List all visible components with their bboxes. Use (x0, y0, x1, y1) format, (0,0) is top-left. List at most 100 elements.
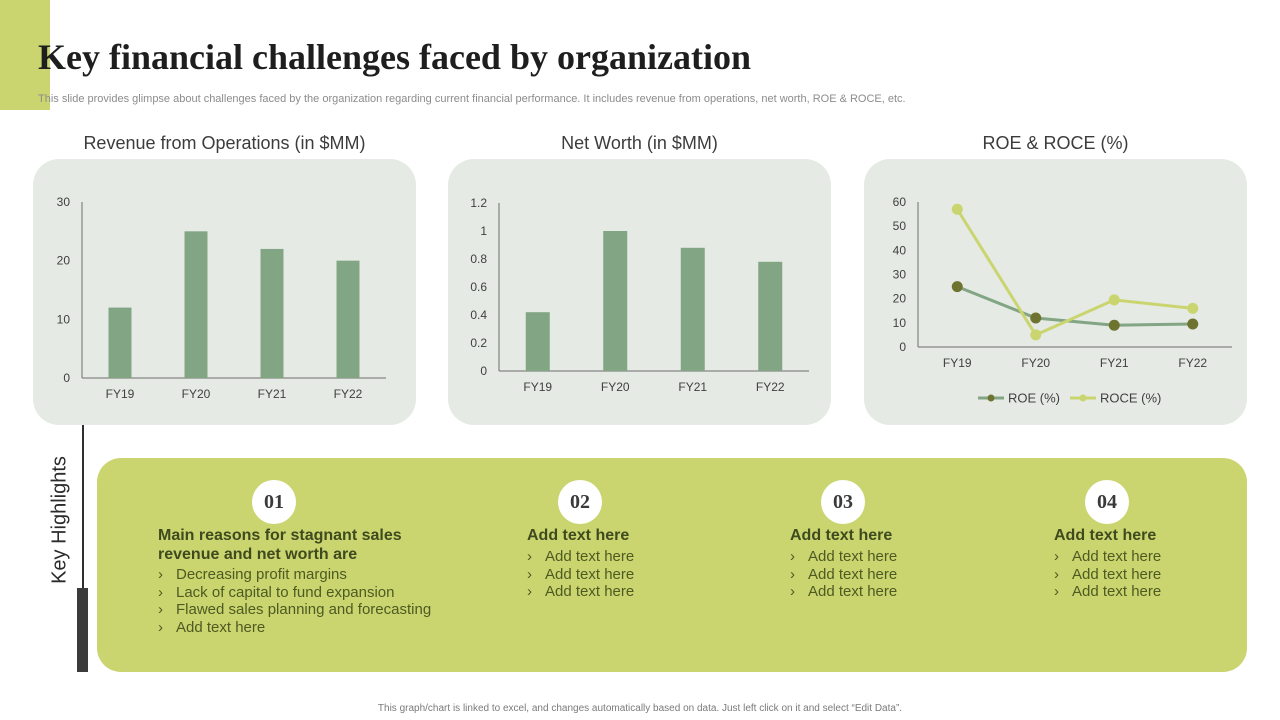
chevron-right-icon: › (527, 565, 532, 583)
highlight-bullet: › Add text here (1054, 565, 1162, 583)
chevron-right-icon: › (1054, 583, 1059, 601)
chevron-right-icon: › (158, 601, 163, 619)
highlights-divider-line (82, 425, 84, 672)
roe-roce-y-tick-label: 50 (893, 219, 907, 233)
key-highlights-label: Key Highlights (48, 456, 71, 584)
highlights-divider-block (77, 588, 88, 672)
roe-roce-roce-point-fy19 (951, 203, 963, 215)
roe-roce-legend-label-roce: ROCE (%) (1100, 391, 1161, 406)
highlight-heading: Add text here (1054, 527, 1157, 544)
revenue-chart-title: Revenue from Operations (in $MM) (83, 133, 366, 153)
revenue-chart[interactable]: 0 10 20 30 FY19 FY20 FY21 FY22 (33, 159, 416, 425)
networth-chart[interactable]: 0 0.2 0.4 0.6 0.8 1 1.2 FY19 FY20 FY21 FY22 (448, 159, 831, 425)
roe-roce-legend-marker-roe (987, 394, 995, 402)
networth-y-tick-label: 1.2 (470, 196, 487, 210)
highlight-bullet: › Add text here (158, 618, 266, 636)
highlight-number-badge: 01 (252, 480, 296, 524)
highlight-bullet: › Add text here (527, 565, 635, 583)
networth-bar-fy21 (680, 247, 705, 371)
revenue-bar-fy22 (336, 260, 360, 378)
networth-y-tick-label: 1 (480, 224, 487, 238)
slide-subtitle: This slide provides glimpse about challe… (38, 93, 906, 105)
chevron-right-icon: › (158, 583, 163, 601)
chevron-right-icon: › (527, 548, 532, 565)
highlight-bullet: › Add text here (790, 583, 898, 601)
highlight-bullet: › Add text here (527, 583, 635, 601)
highlight-heading: Add text here (527, 527, 630, 544)
roe-roce-y-tick-label: 20 (893, 292, 907, 306)
revenue-y-tick-label: 0 (63, 371, 70, 385)
chevron-right-icon: › (1054, 565, 1059, 583)
networth-y-tick-label: 0.8 (470, 252, 487, 266)
roe-roce-roce-point-fy20 (1030, 329, 1042, 341)
revenue-x-tick-label: FY22 (334, 387, 363, 401)
revenue-chart-panel[interactable]: 0 10 20 30 FY19 FY20 FY21 FY22 (33, 159, 416, 425)
roe-roce-roe-point-fy21 (1108, 319, 1120, 331)
roe-roce-x-tick-label: FY19 (943, 356, 972, 370)
highlight-heading: Add text here (790, 527, 893, 544)
chevron-right-icon: › (790, 583, 795, 601)
roe-roce-series-roce-line (955, 208, 1193, 337)
networth-bar-fy22 (758, 261, 783, 371)
networth-x-tick-label: FY21 (678, 380, 707, 394)
roe-roce-y-tick-label: 40 (893, 243, 907, 257)
roe-roce-legend-marker-roce (1079, 394, 1087, 402)
revenue-bar-fy20 (184, 231, 208, 378)
highlight-number-badge: 04 (1085, 480, 1129, 524)
revenue-bar-fy19 (108, 307, 132, 378)
networth-chart-title: Net Worth (in $MM) (561, 133, 718, 153)
roe-roce-roe-point-fy19 (951, 281, 963, 293)
roe-roce-x-tick-label: FY22 (1178, 356, 1207, 370)
highlight-number-badge: 02 (558, 480, 602, 524)
revenue-y-tick-label: 30 (57, 195, 71, 209)
networth-x-tick-label: FY20 (601, 380, 630, 394)
networth-x-tick-label: FY19 (523, 380, 552, 394)
roe-roce-x-tick-label: FY21 (1100, 356, 1129, 370)
networth-y-tick-label: 0 (480, 364, 487, 378)
highlight-bullet: › Add text here (790, 548, 898, 565)
roe-roce-roce-point-fy22 (1187, 302, 1199, 314)
networth-chart-panel[interactable]: 0 0.2 0.4 0.6 0.8 1 1.2 FY19 FY20 FY21 FY22 (448, 159, 831, 425)
highlight-bullet: › Add text here (790, 565, 898, 583)
networth-bar-fy20 (603, 231, 628, 371)
highlight-bullet-list: › Add text here › Add text here › Add text … (1054, 548, 1161, 601)
revenue-x-tick-label: FY20 (182, 387, 211, 401)
roe-roce-y-tick-label: 10 (893, 316, 907, 330)
roe-roce-y-tick-label: 60 (893, 195, 907, 209)
highlight-bullet-list: › Decreasing profit margins › Lack of capi… (158, 566, 431, 636)
roe-roce-roce-point-fy21 (1108, 294, 1120, 306)
roe-roce-chart-title: ROE & ROCE (%) (982, 133, 1129, 153)
chevron-right-icon: › (790, 548, 795, 565)
chevron-right-icon: › (1054, 548, 1059, 565)
roe-roce-roe-point-fy22 (1187, 318, 1199, 330)
revenue-y-tick-label: 10 (57, 312, 71, 326)
highlight-bullet: › Lack of capital to fund expansion (158, 583, 395, 601)
highlight-number-badge: 03 (821, 480, 865, 524)
chevron-right-icon: › (790, 565, 795, 583)
chevron-right-icon: › (158, 566, 163, 583)
accent-bar (0, 0, 50, 110)
roe-roce-y-tick-label: 30 (893, 268, 907, 282)
roe-roce-series-roe-line (956, 285, 1193, 327)
roe-roce-roe-point-fy20 (1030, 312, 1042, 324)
highlight-bullet: › Add text here (1054, 548, 1162, 565)
revenue-y-tick-label: 20 (57, 254, 71, 268)
roe-roce-x-tick-label: FY20 (1021, 356, 1050, 370)
revenue-x-tick-label: FY19 (106, 387, 135, 401)
roe-roce-chart-panel[interactable]: 0 10 20 30 40 50 60 FY19 FY20 FY21 FY22 ROE (%) ROCE… (864, 159, 1247, 425)
networth-x-tick-label: FY22 (756, 380, 785, 394)
networth-y-tick-label: 0.4 (470, 308, 487, 322)
highlight-bullet-list: › Add text here › Add text here › Add text … (527, 548, 634, 601)
chevron-right-icon: › (158, 618, 163, 636)
highlight-heading: Main reasons for stagnant sales revenue … (158, 527, 402, 563)
networth-bar-fy19 (525, 312, 550, 371)
networth-y-tick-label: 0.6 (470, 280, 487, 294)
highlight-bullet-list: › Add text here › Add text here › Add text … (790, 548, 897, 601)
roe-roce-chart[interactable]: 0 10 20 30 40 50 60 FY19 FY20 FY21 FY22 ROE (%) ROCE… (864, 159, 1247, 425)
revenue-bar-fy21 (260, 248, 284, 378)
chevron-right-icon: › (527, 583, 532, 601)
highlight-bullet: › Add text here (1054, 583, 1162, 601)
revenue-x-tick-label: FY21 (258, 387, 287, 401)
networth-y-tick-label: 0.2 (470, 336, 487, 350)
highlight-bullet: › Add text here (527, 548, 635, 565)
